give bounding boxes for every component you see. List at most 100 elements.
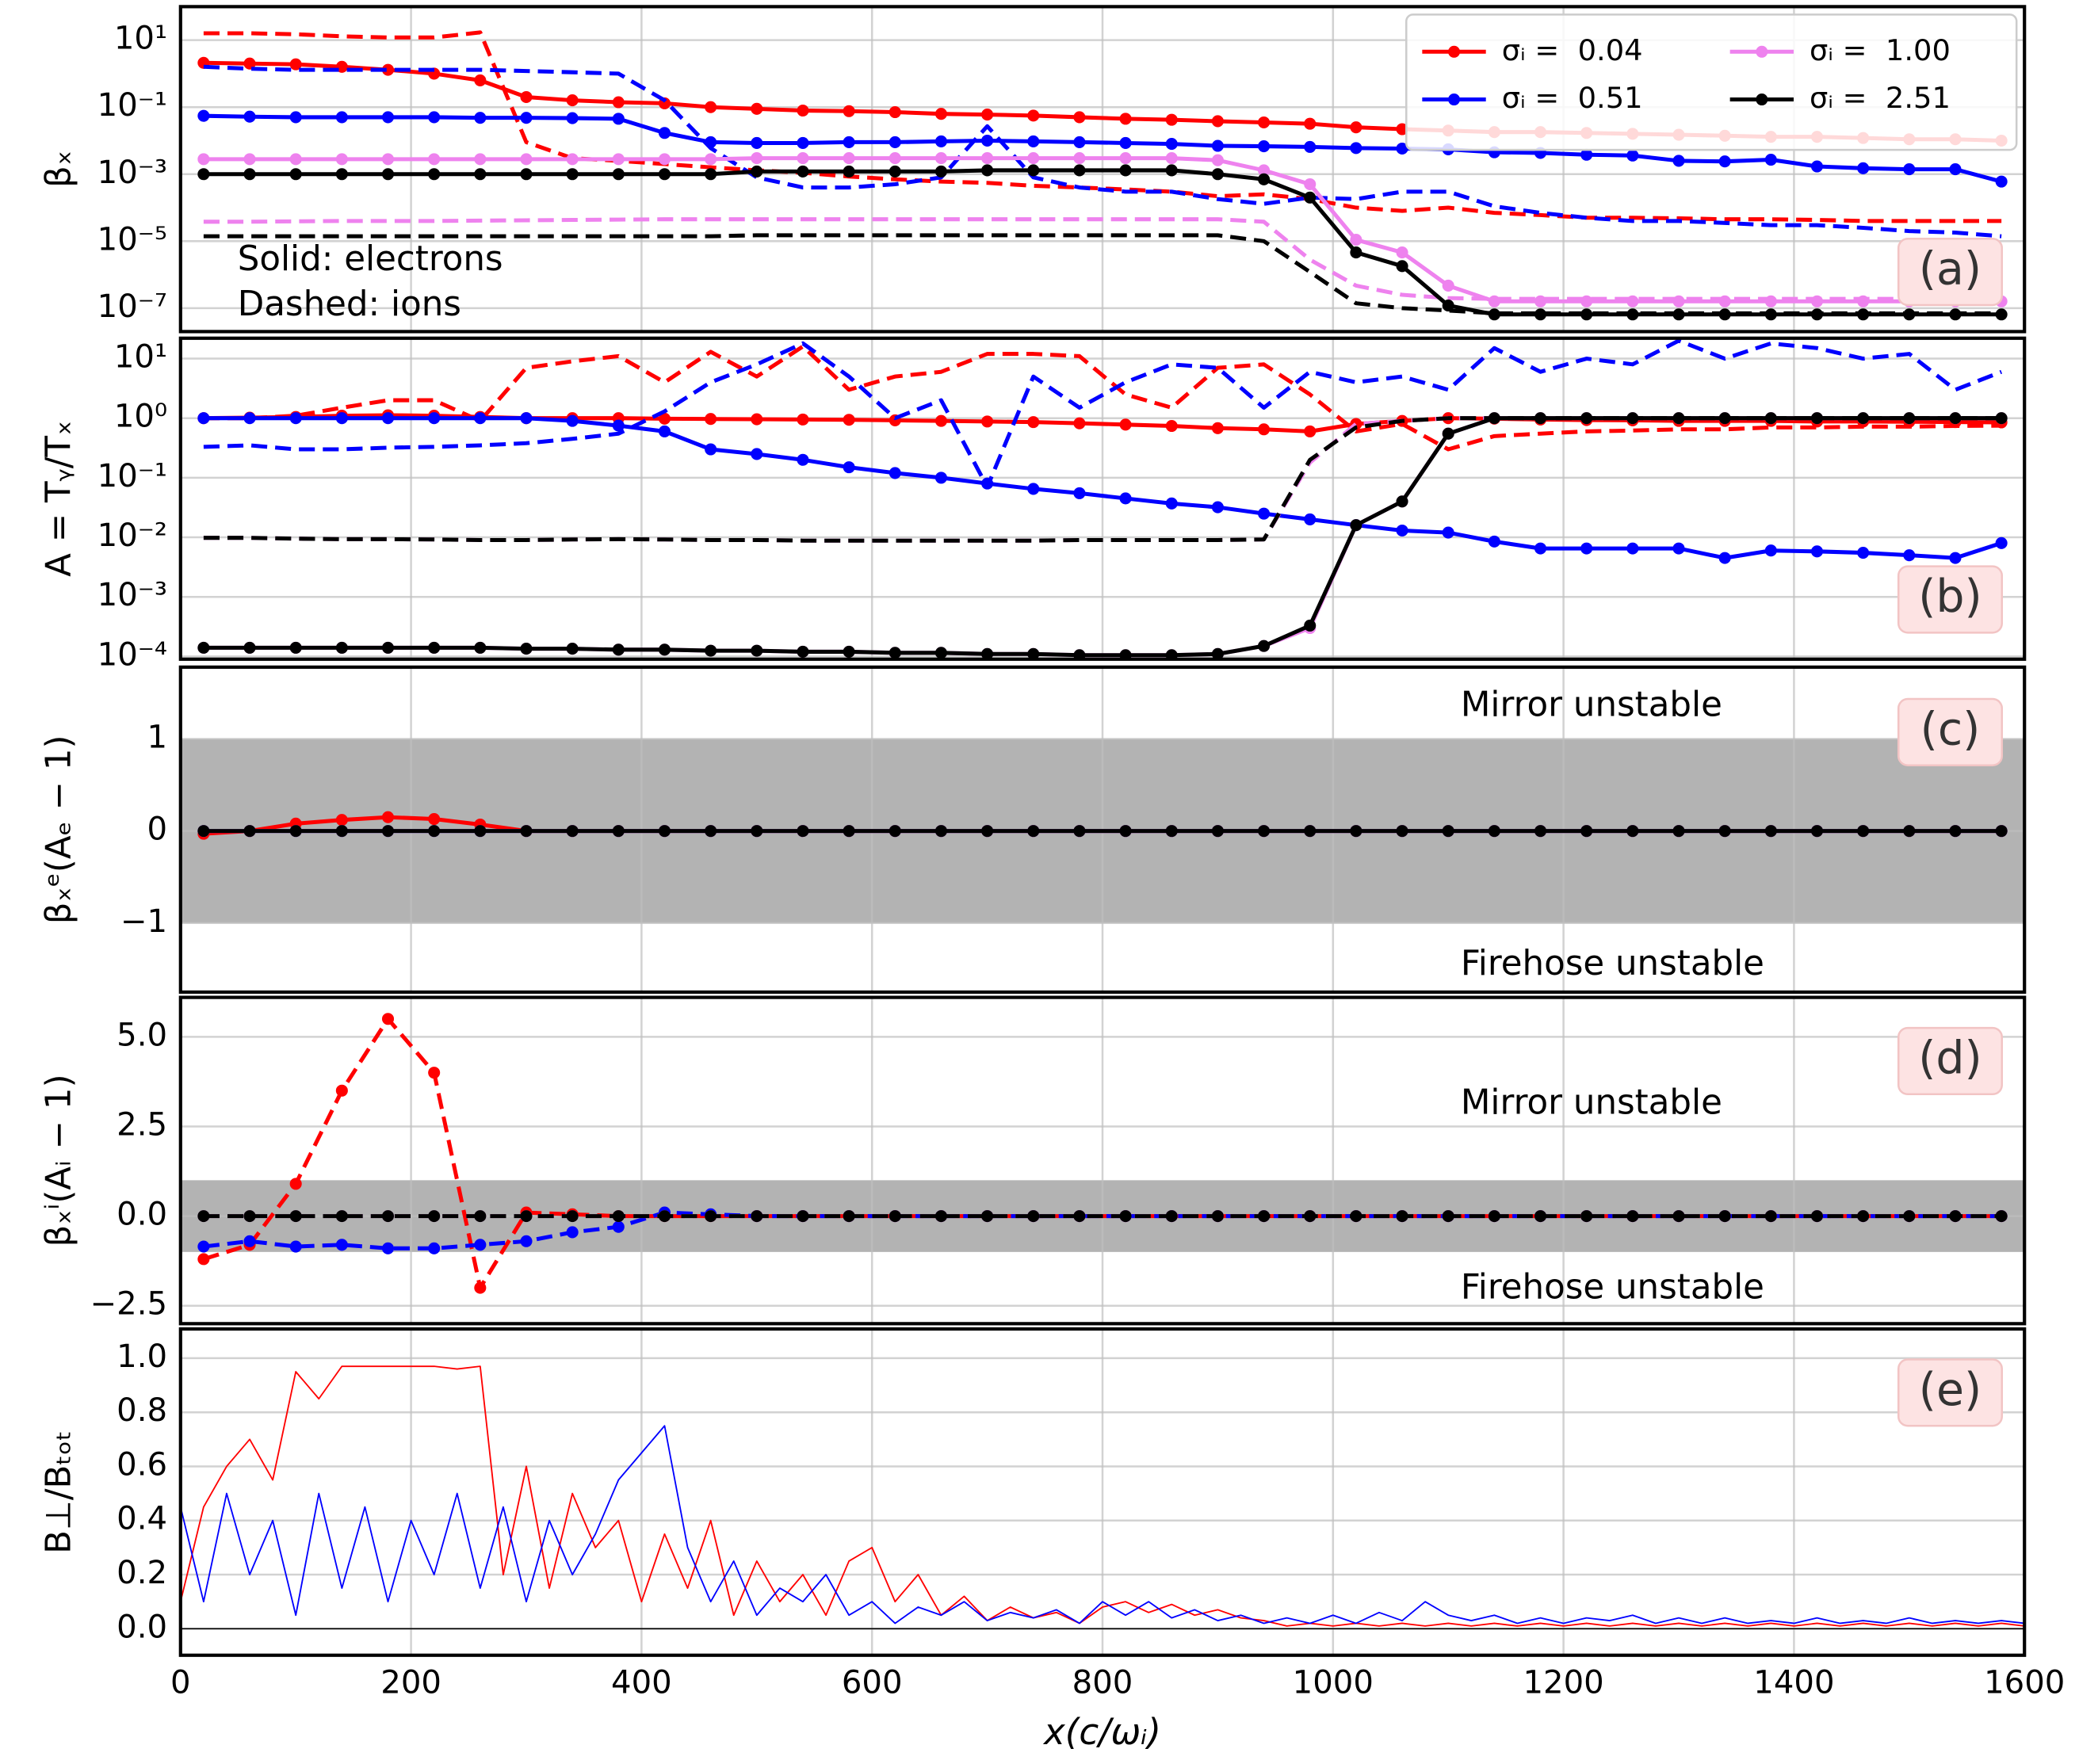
marker <box>243 825 256 838</box>
marker <box>1764 153 1777 166</box>
marker <box>197 1240 210 1253</box>
series-line <box>203 30 2002 223</box>
marker <box>428 412 441 425</box>
marker <box>751 825 763 838</box>
panel-tag: (e) <box>1919 1364 1982 1416</box>
marker <box>381 641 395 654</box>
panel-tag: (d) <box>1918 1033 1982 1085</box>
y-axis-label: βₓⁱ(Aᵢ − 1) <box>40 1074 79 1247</box>
marker <box>520 112 533 124</box>
marker <box>1672 155 1685 167</box>
marker <box>335 1084 348 1097</box>
marker <box>751 644 763 657</box>
marker <box>1258 173 1271 185</box>
marker <box>520 90 533 104</box>
marker <box>981 109 994 121</box>
marker <box>1165 138 1178 151</box>
marker <box>1488 1210 1500 1223</box>
marker <box>981 825 994 838</box>
marker <box>1119 1210 1132 1223</box>
marker <box>474 153 487 166</box>
marker <box>1626 149 1639 162</box>
marker <box>1764 1210 1777 1223</box>
marker <box>520 153 533 166</box>
tag-box <box>1897 697 2004 766</box>
marker <box>289 111 302 124</box>
marker <box>1258 1210 1271 1223</box>
marker <box>612 113 625 125</box>
marker <box>243 57 256 70</box>
marker <box>751 136 763 149</box>
legend-marker <box>1447 45 1461 58</box>
marker <box>1350 234 1362 246</box>
x-tick-label: 1600 <box>1984 1665 2065 1701</box>
panel-frame <box>178 995 2027 1326</box>
marker <box>889 467 901 479</box>
marker <box>1073 164 1086 177</box>
y-tick-label: −2.5 <box>90 1286 168 1323</box>
marker <box>843 136 855 148</box>
marker <box>1304 513 1317 525</box>
marker <box>1258 640 1271 652</box>
series-line <box>203 416 2002 543</box>
marker <box>474 825 487 838</box>
marker <box>1027 152 1040 165</box>
marker <box>428 153 441 166</box>
marker <box>1534 1210 1547 1223</box>
marker <box>1073 152 1086 165</box>
marker <box>335 412 348 425</box>
marker <box>1258 825 1271 838</box>
y-tick-label: 10⁻¹ <box>97 87 167 124</box>
marker <box>934 135 947 147</box>
series-line <box>203 344 2002 452</box>
marker <box>197 825 210 838</box>
marker <box>428 168 441 181</box>
marker <box>243 641 256 654</box>
marker <box>981 1210 994 1223</box>
y-tick-label: 0.2 <box>117 1555 167 1591</box>
marker <box>1165 1210 1178 1223</box>
marker <box>1626 542 1639 555</box>
marker <box>1211 139 1224 152</box>
marker <box>797 152 809 165</box>
y-tick-label: 0.4 <box>117 1501 167 1537</box>
marker <box>474 112 487 124</box>
marker <box>1304 140 1317 153</box>
marker <box>428 111 441 124</box>
marker <box>566 1226 579 1239</box>
marker <box>1626 1210 1639 1223</box>
panel-tag: (b) <box>1918 571 1982 623</box>
marker <box>289 1178 302 1190</box>
marker <box>1396 142 1408 155</box>
marker <box>197 1253 210 1266</box>
marker <box>934 647 947 659</box>
marker <box>934 1210 947 1223</box>
annotation: Mirror unstable <box>1461 685 1722 725</box>
marker <box>1027 109 1040 122</box>
marker <box>658 153 671 166</box>
panel-frame <box>178 336 2027 661</box>
marker <box>1165 152 1178 165</box>
marker <box>1764 544 1777 557</box>
marker <box>520 1235 533 1247</box>
marker <box>428 1067 441 1079</box>
marker <box>1119 152 1132 165</box>
marker <box>1304 117 1317 130</box>
marker <box>612 643 625 656</box>
marker <box>934 472 947 484</box>
legend-label: σᵢ = 2.51 <box>1810 81 1951 115</box>
marker <box>335 60 348 73</box>
x-tick-label: 0 <box>170 1665 191 1701</box>
marker <box>1672 825 1685 838</box>
x-tick-label: 800 <box>1072 1665 1133 1701</box>
marker <box>658 412 671 425</box>
marker <box>934 108 947 120</box>
marker <box>197 168 210 181</box>
marker <box>289 58 302 71</box>
annotation: Firehose unstable <box>1461 1267 1764 1307</box>
y-tick-label: 0.8 <box>117 1392 167 1429</box>
marker <box>751 1210 763 1223</box>
marker <box>1442 279 1454 292</box>
marker <box>1718 825 1731 838</box>
